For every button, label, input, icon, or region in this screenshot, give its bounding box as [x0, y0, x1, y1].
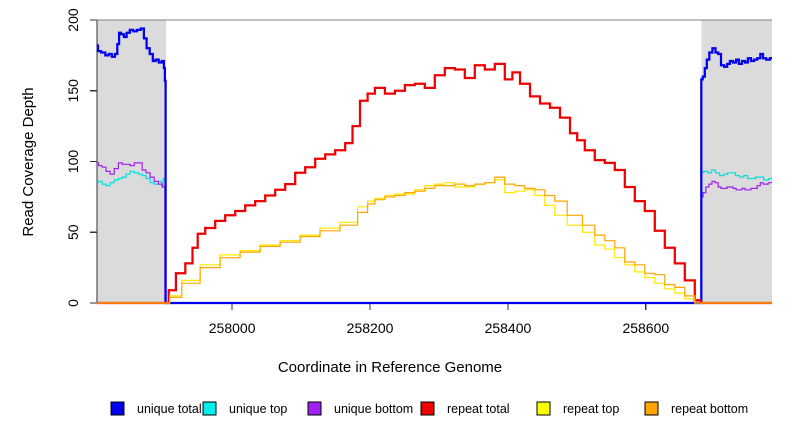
legend-swatch-repeat-total — [420, 401, 435, 416]
legend-swatch-repeat-bottom — [644, 401, 659, 416]
legend-label: repeat top — [563, 402, 619, 416]
y-tick-label: 100 — [65, 150, 81, 174]
y-tick-label: 150 — [65, 79, 81, 103]
x-axis-title: Coordinate in Reference Genome — [278, 359, 502, 376]
legend: unique total unique top unique bottom repea… — [110, 401, 748, 416]
series-unique-total — [96, 27, 772, 305]
legend-swatch-unique-total — [110, 401, 125, 416]
legend-label: unique total — [137, 402, 202, 416]
y-tick-label: 200 — [65, 8, 81, 32]
shaded-region — [701, 20, 772, 303]
series-repeat-total — [97, 62, 772, 305]
x-tick-label: 258200 — [347, 320, 394, 336]
legend-label: unique top — [229, 402, 287, 416]
series-unique-bottom — [97, 162, 772, 304]
legend-label: unique bottom — [334, 402, 413, 416]
shaded-region — [97, 20, 166, 303]
y-axis-title: Read Coverage Depth — [20, 87, 37, 236]
plot-layers: 0 50 100 150 200 258000 258200 258400 258600 — [65, 8, 772, 336]
legend-swatch-unique-bottom — [307, 401, 322, 416]
y-tick-label: 50 — [65, 224, 81, 240]
legend-swatch-repeat-top — [536, 401, 551, 416]
series-repeat-bottom — [97, 176, 772, 304]
legend-label: repeat bottom — [671, 402, 748, 416]
y-tick-label: 0 — [65, 299, 81, 307]
series-repeat-top — [97, 179, 772, 304]
x-tick-label: 258000 — [209, 320, 256, 336]
x-tick-label: 258400 — [485, 320, 532, 336]
legend-label: repeat total — [447, 402, 510, 416]
legend-swatch-unique-top — [202, 401, 217, 416]
x-tick-label: 258600 — [622, 320, 669, 336]
